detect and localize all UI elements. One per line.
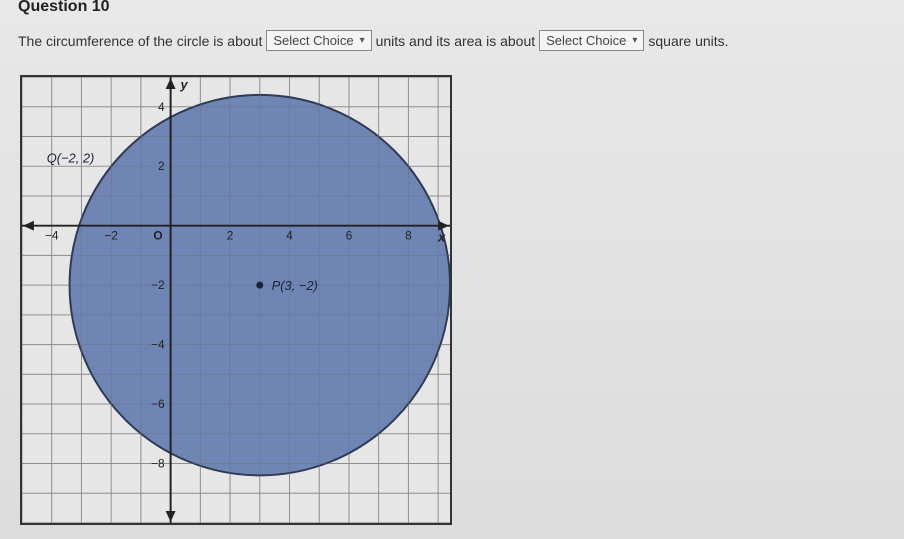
area-select[interactable]: Select Choice ▾ [539,30,644,51]
svg-text:Q(−2, 2): Q(−2, 2) [47,150,95,165]
svg-text:−2: −2 [104,229,118,243]
svg-text:y: y [180,77,189,92]
coordinate-graph: −4 −2 2 4 6 8 −8 −6 −4 −2 2 4 Oy x Q(−2, 2) P(3, −2) [20,75,452,525]
sentence-part3: square units. [648,33,728,49]
sentence-part1: The circumference of the circle is about [18,33,262,49]
chevron-down-icon: ▾ [632,35,637,46]
question-header: Question 10 [18,0,110,16]
svg-text:P(3, −2): P(3, −2) [272,278,318,293]
svg-text:4: 4 [158,100,165,114]
svg-text:−2: −2 [151,278,165,292]
svg-text:2: 2 [158,159,165,173]
question-sentence: The circumference of the circle is about… [18,30,729,51]
sentence-part2: units and its area is about [376,33,536,49]
svg-text:x: x [437,230,446,245]
select-label: Select Choice [273,33,353,48]
svg-text:8: 8 [405,229,412,243]
graph-svg: −4 −2 2 4 6 8 −8 −6 −4 −2 2 4 Oy x Q(−2, 2) P(3, −2) [22,77,450,523]
svg-text:−4: −4 [151,338,165,352]
svg-text:2: 2 [227,229,234,243]
svg-text:O: O [153,229,162,243]
svg-text:4: 4 [286,229,293,243]
svg-text:−8: −8 [151,456,165,470]
chevron-down-icon: ▾ [360,35,365,46]
svg-text:6: 6 [346,229,353,243]
page: Question 10 The circumference of the cir… [0,0,904,539]
svg-text:−4: −4 [45,229,59,243]
circumference-select[interactable]: Select Choice ▾ [266,30,371,51]
select-label: Select Choice [546,33,626,48]
svg-text:−6: −6 [151,397,165,411]
